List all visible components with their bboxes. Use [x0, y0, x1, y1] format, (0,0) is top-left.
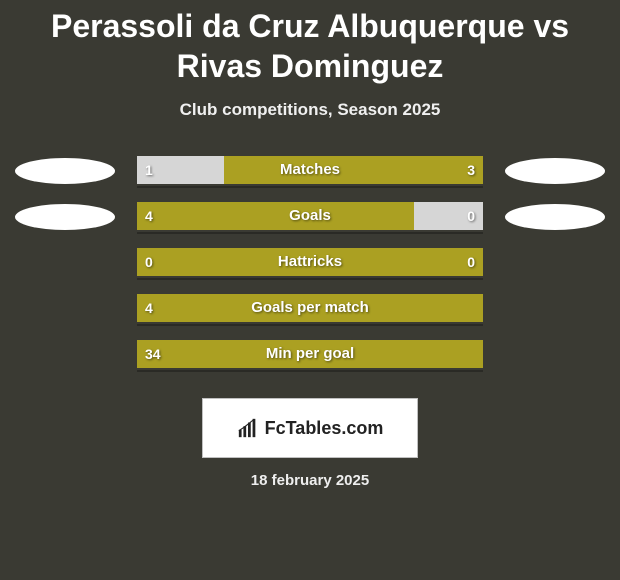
stat-row: Min per goal34: [0, 332, 620, 378]
bar-left-fill: [137, 248, 483, 276]
stat-bar: Hattricks00: [137, 248, 483, 278]
bar-chart-icon: [237, 417, 259, 439]
bar-right-fill: [224, 156, 484, 184]
bar-right-fill: [414, 202, 483, 230]
team-badge-right: [505, 158, 605, 184]
stat-bar: Goals per match4: [137, 294, 483, 324]
bar-left-fill: [137, 340, 483, 368]
bar-left-fill: [137, 202, 414, 230]
stat-row: Matches13: [0, 148, 620, 194]
page-title: Perassoli da Cruz Albuquerque vs Rivas D…: [0, 0, 620, 86]
bar-left-fill: [137, 294, 483, 322]
team-badge-right: [505, 204, 605, 230]
team-badge-left: [15, 158, 115, 184]
stat-row: Goals40: [0, 194, 620, 240]
stat-bar: Goals40: [137, 202, 483, 232]
date-label: 18 february 2025: [0, 472, 620, 489]
stat-row: Goals per match4: [0, 286, 620, 332]
logo-text: FcTables.com: [265, 418, 384, 439]
stats-comparison: Matches13 Goals40 Hattricks00 Goals per mat…: [0, 148, 620, 378]
subtitle: Club competitions, Season 2025: [0, 100, 620, 120]
bar-left-fill: [137, 156, 224, 184]
stat-bar: Min per goal34: [137, 340, 483, 370]
source-logo[interactable]: FcTables.com: [202, 398, 418, 458]
stat-row: Hattricks00: [0, 240, 620, 286]
team-badge-left: [15, 204, 115, 230]
stat-bar: Matches13: [137, 156, 483, 186]
